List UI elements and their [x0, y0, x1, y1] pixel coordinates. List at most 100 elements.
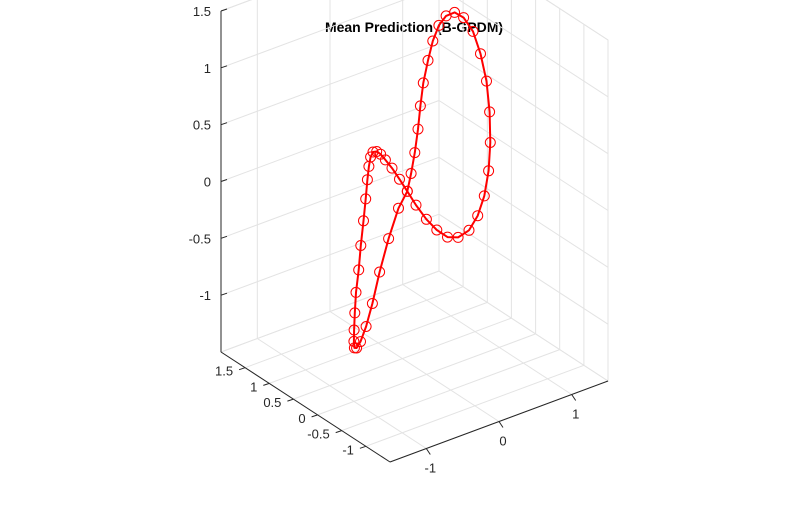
data-point-marker [349, 307, 361, 319]
data-point-marker [442, 231, 453, 243]
grid-line-x-floor [329, 311, 500, 422]
data-point-marker [467, 25, 479, 37]
x-tick-mark [425, 448, 431, 455]
y-axis-line [220, 351, 391, 463]
data-point-marker [355, 240, 367, 251]
grid-line-y-floor [341, 349, 560, 432]
data-point-marker [366, 298, 378, 309]
grid-line-z-sidewall [545, 0, 609, 41]
data-point-marker [361, 174, 373, 186]
x-tick-label: -1 [425, 461, 437, 476]
data-point-marker [401, 185, 413, 197]
y-tick-mark [287, 398, 294, 402]
grid-line-y-floor [269, 301, 488, 384]
data-point-marker [360, 321, 372, 332]
y-tick-label: 1 [250, 379, 257, 394]
tick-labels: -101-1-0.500.511.5-1-0.500.511.5 [189, 4, 580, 476]
data-point-marker [353, 264, 365, 276]
data-point-marker [355, 336, 366, 348]
y-tick-label: 1.5 [215, 364, 233, 379]
grid-line-z-sidewall [438, 100, 609, 211]
data-point-marker [420, 213, 432, 225]
x-tick-mark [498, 421, 504, 428]
grid [219, 0, 610, 463]
data-point-marker [394, 173, 405, 185]
y-tick-mark [238, 367, 246, 371]
x-tick-label: 0 [499, 434, 506, 449]
z-tick-label: 1 [204, 61, 211, 76]
y-tick-label: 0 [298, 411, 305, 426]
data-point-marker [348, 335, 360, 347]
grid-line-y-floor [365, 364, 585, 447]
data-point-marker [422, 54, 434, 66]
data-point-marker [367, 146, 379, 158]
grid-line-x-floor [257, 338, 427, 449]
data-point-marker [463, 224, 475, 236]
z-tick-mark [220, 179, 228, 182]
data-point-marker [433, 19, 445, 31]
data-point-marker [409, 147, 421, 159]
data-point-marker [484, 137, 496, 148]
z-tick-label: -0.5 [189, 231, 211, 246]
data-point-marker [393, 202, 404, 214]
data-point-marker [472, 210, 484, 222]
grid-line-z-wall [220, 213, 440, 296]
data-point-marker [427, 35, 439, 47]
z-tick-mark [220, 235, 228, 239]
chart-title: Mean Prediction (B-GPDM) [325, 19, 503, 35]
z-tick-mark [220, 65, 228, 69]
y-tick-mark [263, 382, 270, 386]
data-point-marker [386, 162, 398, 174]
z-tick-label: 1.5 [193, 4, 211, 19]
z-tick-mark [220, 8, 228, 12]
y-tick-mark [335, 430, 342, 434]
y-tick-label: -1 [342, 442, 354, 457]
data-point-marker [484, 106, 496, 118]
z-tick-label: 0 [204, 175, 211, 190]
data-point-marker [383, 233, 395, 245]
grid-line-y-floor [293, 317, 512, 400]
grid-line-x-floor [402, 284, 572, 395]
series-group [348, 6, 496, 354]
data-point-marker [348, 324, 360, 336]
y-tick-label: 0.5 [263, 395, 281, 410]
data-point-marker [363, 160, 375, 172]
data-point-marker [374, 266, 386, 278]
data-point-marker [431, 224, 443, 236]
y-tick-label: -0.5 [307, 427, 329, 442]
data-point-marker [360, 193, 372, 205]
x-tick-label: 1 [572, 407, 579, 422]
grid-line-y-floor [317, 333, 536, 416]
data-point-marker [350, 286, 362, 298]
x-tick-mark [571, 394, 577, 401]
z-tick-label: -1 [199, 288, 211, 303]
grid-line-z-sidewall [458, 0, 609, 98]
data-point-marker [478, 190, 490, 202]
data-point-marker [412, 123, 424, 135]
data-point-marker [483, 165, 495, 177]
data-point-marker [458, 12, 470, 24]
grid-line-z-sidewall [438, 156, 609, 268]
y-tick-mark [311, 414, 318, 418]
grid-line-z-sidewall [438, 43, 609, 155]
y-tick-mark [359, 445, 367, 449]
z-tick-label: 0.5 [193, 118, 211, 133]
data-point-marker [405, 168, 417, 179]
back-wall-x [438, 0, 609, 382]
data-point-marker [481, 75, 492, 87]
data-point-marker [417, 77, 429, 89]
data-point-marker [410, 199, 422, 211]
data-point-marker [371, 146, 383, 157]
grid-line-z-wall [220, 0, 405, 69]
data-point-marker [414, 100, 426, 112]
axes [220, 8, 609, 463]
grid-line-z-wall [220, 156, 440, 239]
data-point-marker [351, 342, 363, 354]
data-point-marker [452, 231, 464, 243]
data-point-marker [475, 48, 486, 60]
z-tick-mark [220, 122, 228, 126]
grid-line-z-wall [220, 100, 440, 182]
data-point-marker [358, 215, 369, 227]
data-point-marker [449, 6, 461, 18]
